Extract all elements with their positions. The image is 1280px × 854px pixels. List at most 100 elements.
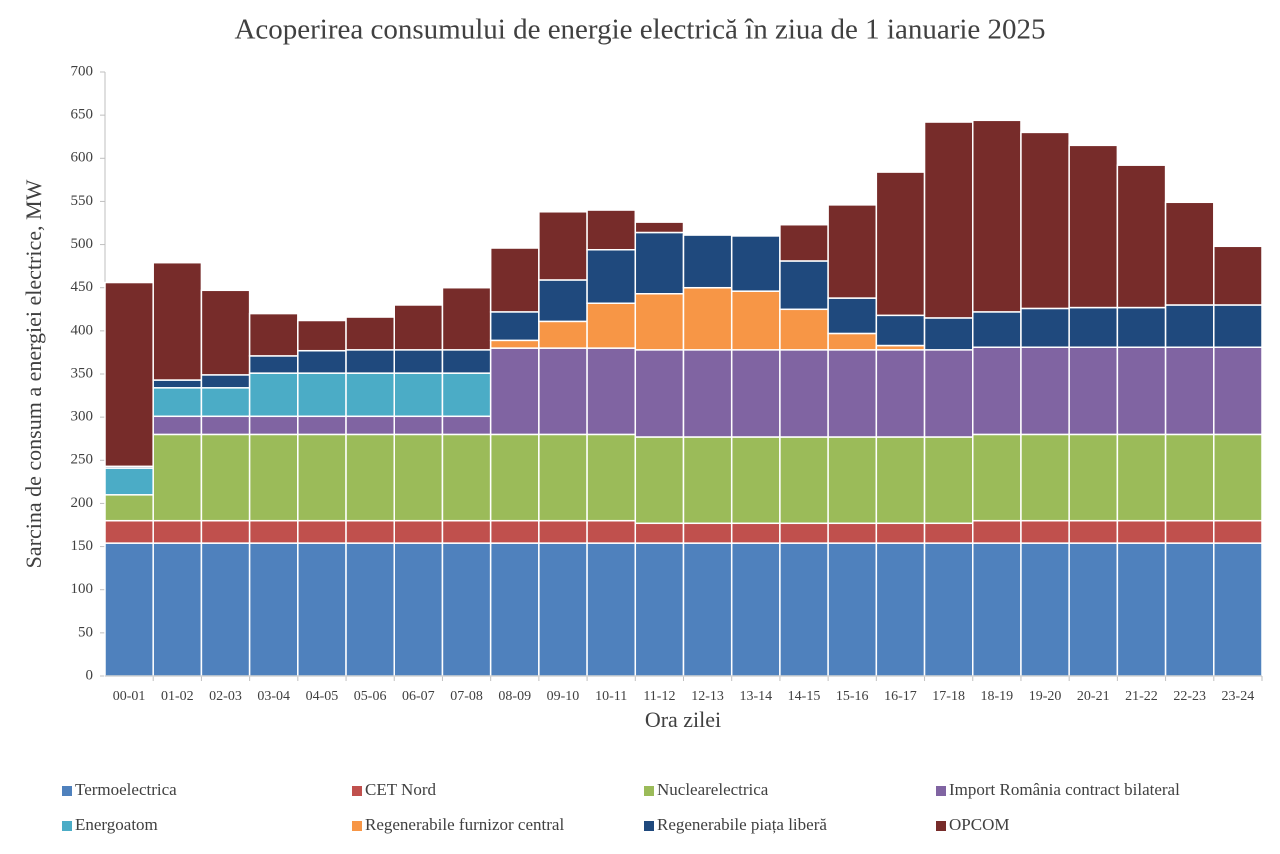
bar-segment [1116, 542, 1167, 677]
bar-segment [730, 522, 781, 544]
bar-segment [297, 433, 347, 522]
bar-segment [297, 372, 347, 418]
bar-segment [634, 436, 685, 525]
bar-segment [393, 304, 444, 351]
y-tick-label: 250 [71, 452, 94, 468]
bar-segment [538, 347, 588, 436]
bar-segment [297, 349, 347, 374]
x-tick-label: 15-16 [836, 689, 869, 704]
bar-segment [489, 433, 540, 522]
bar-segment [248, 542, 299, 677]
bar-segment [104, 281, 154, 468]
x-tick-label: 03-04 [257, 689, 290, 704]
y-tick-label: 400 [71, 322, 94, 338]
bar-segment [1020, 433, 1070, 522]
x-tick-label: 17-18 [932, 689, 965, 704]
bar-segment [345, 415, 395, 436]
y-tick-label: 500 [71, 236, 94, 252]
bar-segment [779, 260, 829, 311]
x-tick-label: 16-17 [884, 689, 917, 704]
bar-segment [1213, 346, 1263, 436]
bar-segment [634, 221, 685, 234]
bar-segment [827, 522, 878, 544]
bar-segment [152, 379, 203, 389]
y-tick-label: 550 [71, 193, 94, 209]
bar-segment [682, 436, 733, 525]
x-tick-label: 09-10 [547, 689, 580, 704]
y-tick-label: 450 [71, 279, 94, 295]
bar-segment [538, 211, 588, 281]
bar-segment [441, 433, 492, 522]
bar-segment [538, 542, 588, 677]
bar-segment [923, 522, 974, 544]
bar-segment [200, 289, 251, 376]
bar-segment [875, 171, 926, 317]
bar-segment [441, 519, 492, 544]
bar-segment [779, 308, 829, 351]
bar-segment [248, 415, 299, 436]
bar-segment [345, 519, 395, 544]
bar-segment [923, 121, 974, 319]
x-tick-label: 19-20 [1029, 689, 1062, 704]
y-tick-label: 200 [71, 495, 94, 511]
bar-segment [200, 415, 251, 436]
bar-segment [200, 374, 251, 389]
bar-segment [345, 433, 395, 522]
bar-segment [972, 346, 1022, 436]
bar-segment [200, 433, 251, 522]
bar-segment [682, 349, 733, 438]
bar-segment [779, 522, 829, 544]
legend-label: Regenerabile furnizor central [365, 815, 564, 834]
y-tick-label: 350 [71, 365, 94, 381]
bar-segment [1164, 542, 1215, 677]
bar-segment [489, 311, 540, 342]
legend-swatch [62, 786, 72, 796]
bar-segment [1116, 519, 1167, 544]
bar-segment [1020, 542, 1070, 677]
bar-segment [248, 355, 299, 374]
bar-segment [152, 433, 203, 522]
bar-segment [345, 316, 395, 351]
bar-segment [972, 519, 1022, 544]
bar-segment [489, 247, 540, 313]
bar-segment [297, 319, 347, 352]
bar-segment [586, 209, 637, 251]
bar-segment [682, 234, 733, 289]
bar-segment [441, 542, 492, 677]
bar-segment [152, 261, 203, 381]
bar-segment [586, 433, 637, 522]
bar-segment [248, 433, 299, 522]
bar-segment [827, 204, 878, 299]
bar-segment [1068, 542, 1119, 677]
bar-segment [1164, 519, 1215, 544]
x-tick-label: 04-05 [306, 689, 339, 704]
bar-segment [972, 433, 1022, 522]
bar-segment [586, 248, 637, 304]
bar-segment [923, 349, 974, 438]
legend-swatch [936, 821, 946, 831]
bar-segment [393, 519, 444, 544]
bar-segment [1020, 346, 1070, 436]
bar-segment [441, 372, 492, 418]
bar-segment [1068, 433, 1119, 522]
x-tick-label: 08-09 [498, 689, 531, 704]
bar-segment [1213, 519, 1263, 544]
legend-swatch [644, 821, 654, 831]
bar-segment [923, 317, 974, 351]
bar-segment [682, 522, 733, 544]
legend-swatch [352, 821, 362, 831]
bar-segment [297, 542, 347, 677]
bar-segment [875, 522, 926, 544]
legend-swatch [352, 786, 362, 796]
bar-segment [152, 542, 203, 677]
y-tick-label: 100 [71, 581, 94, 597]
y-tick-label: 600 [71, 150, 94, 166]
bar-segment [538, 433, 588, 522]
bar-segment [1213, 433, 1263, 522]
bar-segment [779, 223, 829, 262]
bar-segment [1020, 131, 1070, 310]
bar-segment [586, 542, 637, 677]
bar-segment [730, 542, 781, 677]
x-tick-label: 14-15 [788, 689, 821, 704]
bar-segment [393, 349, 444, 374]
